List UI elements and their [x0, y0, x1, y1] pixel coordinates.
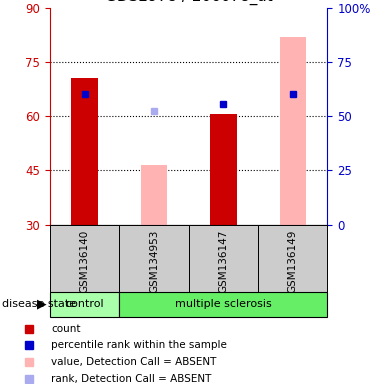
Bar — [50, 292, 119, 317]
Text: value, Detection Call = ABSENT: value, Detection Call = ABSENT — [51, 357, 216, 367]
Text: multiple sclerosis: multiple sclerosis — [175, 299, 272, 310]
Text: disease state: disease state — [2, 299, 76, 310]
Text: GSM136147: GSM136147 — [218, 230, 228, 293]
Text: rank, Detection Call = ABSENT: rank, Detection Call = ABSENT — [51, 374, 211, 384]
Text: ▶: ▶ — [37, 298, 46, 311]
Text: GSM136140: GSM136140 — [80, 230, 90, 293]
Bar — [119, 292, 327, 317]
Text: percentile rank within the sample: percentile rank within the sample — [51, 341, 227, 351]
Bar — [210, 114, 236, 225]
Text: GSM136149: GSM136149 — [288, 230, 298, 293]
Text: control: control — [65, 299, 104, 310]
Bar — [280, 36, 306, 225]
Bar — [71, 78, 98, 225]
Text: count: count — [51, 324, 80, 334]
Bar — [141, 165, 167, 225]
Title: GDS2978 / 206078_at: GDS2978 / 206078_at — [105, 0, 273, 5]
Bar — [189, 225, 258, 292]
Bar — [258, 225, 327, 292]
Bar — [119, 225, 189, 292]
Text: GSM134953: GSM134953 — [149, 230, 159, 293]
Bar — [50, 225, 119, 292]
